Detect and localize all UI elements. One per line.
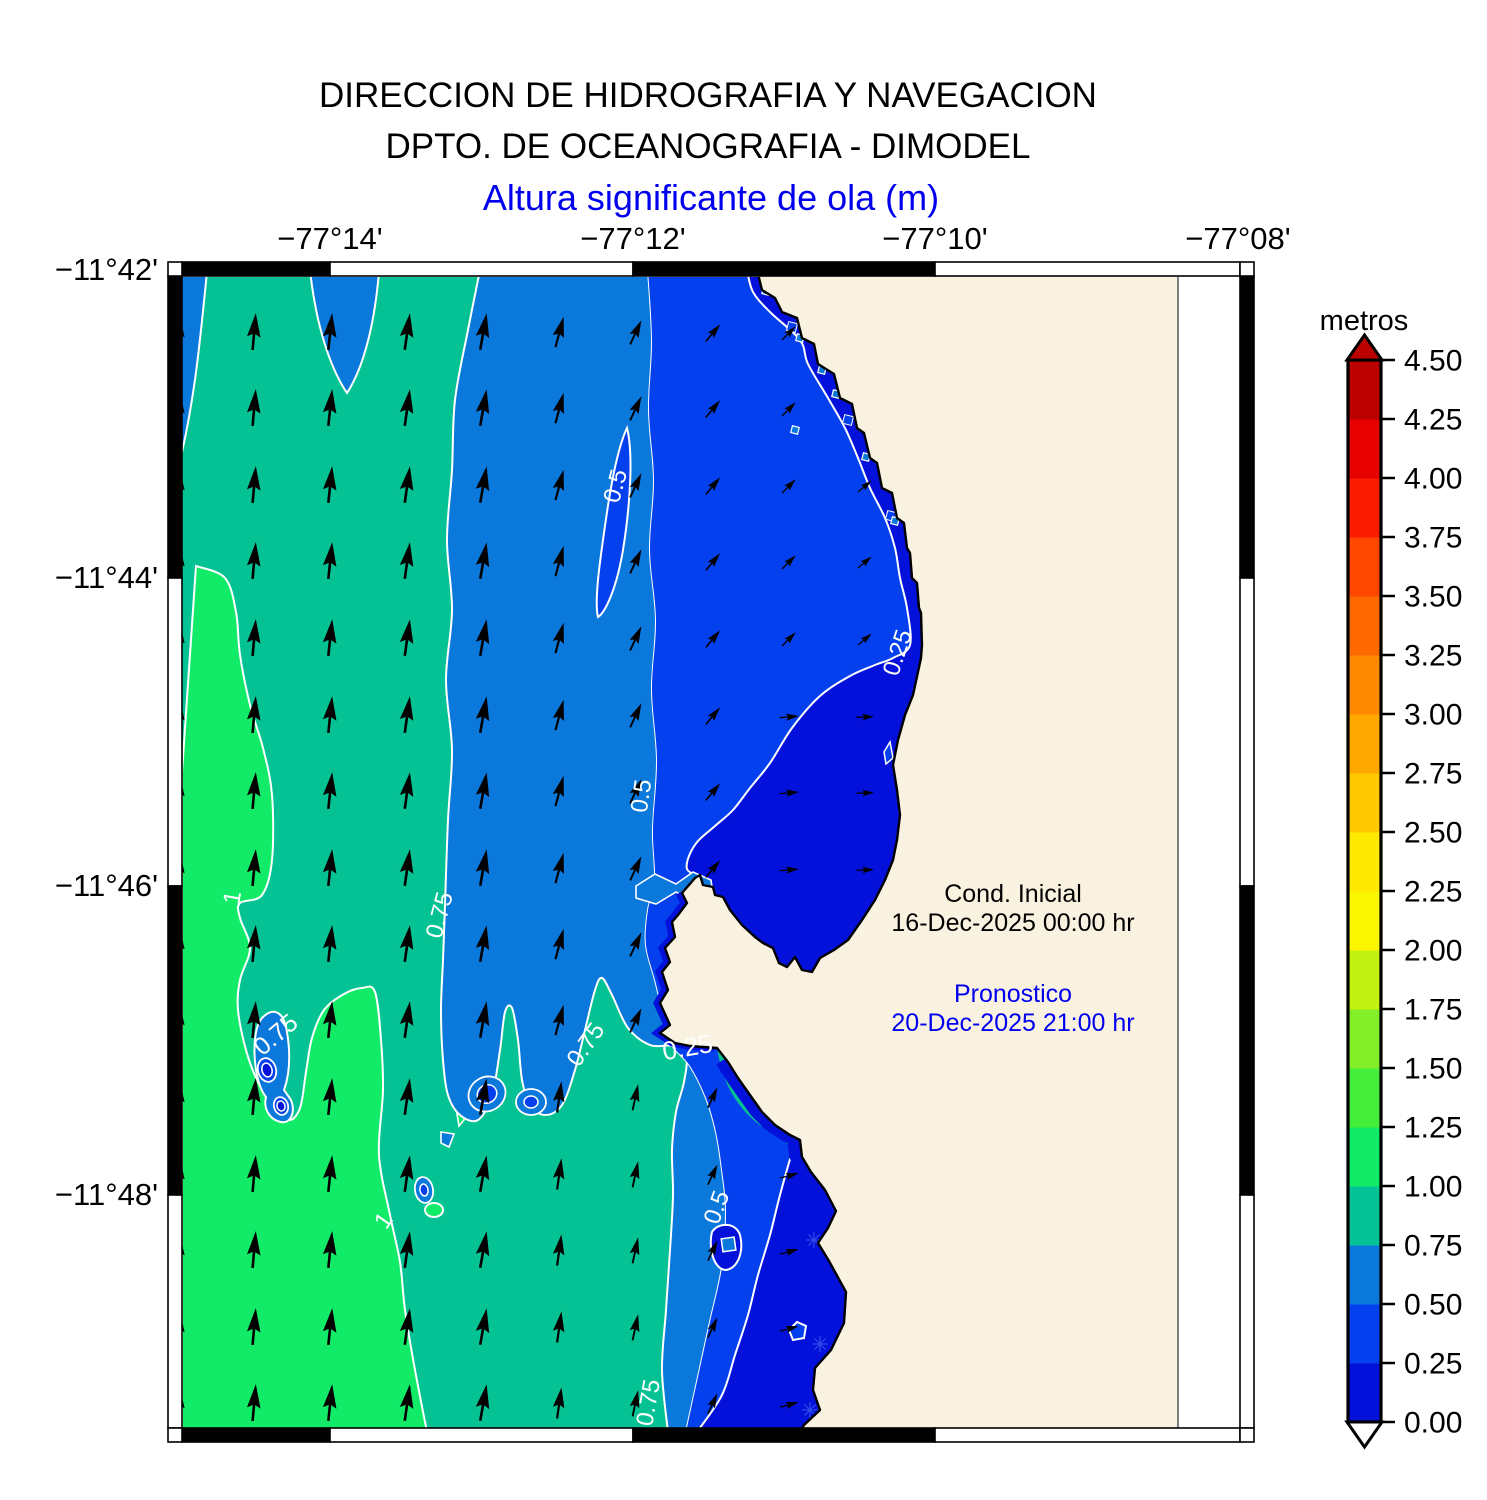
svg-text:2.50: 2.50 [1404,817,1462,850]
svg-text:4.25: 4.25 [1404,404,1462,437]
svg-text:1.00: 1.00 [1404,1171,1462,1204]
svg-text:−11°44': −11°44' [55,560,158,595]
svg-text:−11°46': −11°46' [55,868,158,903]
svg-text:−77°10': −77°10' [882,221,987,256]
svg-text:−77°14': −77°14' [277,221,382,256]
svg-text:1.75: 1.75 [1404,994,1462,1027]
svg-text:3.00: 3.00 [1404,699,1462,732]
svg-text:Altura significante de ola (m): Altura significante de ola (m) [483,177,939,218]
svg-text:0.5: 0.5 [626,778,657,815]
svg-text:2.25: 2.25 [1404,876,1462,909]
svg-text:3.50: 3.50 [1404,581,1462,614]
svg-text:20-Dec-2025 21:00 hr: 20-Dec-2025 21:00 hr [891,1009,1134,1037]
svg-text:16-Dec-2025 00:00 hr: 16-Dec-2025 00:00 hr [891,909,1134,937]
svg-text:Cond. Inicial: Cond. Inicial [944,880,1082,908]
svg-text:Pronostico: Pronostico [954,980,1072,1008]
svg-text:0.50: 0.50 [1404,1289,1462,1322]
svg-text:0.00: 0.00 [1404,1407,1462,1440]
svg-text:DPTO. DE OCEANOGRAFIA - DIMODE: DPTO. DE OCEANOGRAFIA - DIMODEL [385,127,1030,166]
svg-text:0.25: 0.25 [1404,1348,1462,1381]
svg-text:−77°12': −77°12' [580,221,685,256]
svg-text:metros: metros [1320,305,1409,337]
svg-text:−77°08': −77°08' [1185,221,1290,256]
svg-text:1.25: 1.25 [1404,1112,1462,1145]
svg-text:4.50: 4.50 [1404,345,1462,378]
svg-text:0.75: 0.75 [1404,1230,1462,1263]
svg-text:1.50: 1.50 [1404,1053,1462,1086]
svg-text:1: 1 [218,889,247,907]
svg-text:DIRECCION DE HIDROGRAFIA Y NAV: DIRECCION DE HIDROGRAFIA Y NAVEGACION [319,76,1097,115]
svg-text:2.00: 2.00 [1404,935,1462,968]
svg-text:3.25: 3.25 [1404,640,1462,673]
svg-text:−11°48': −11°48' [55,1177,158,1212]
svg-text:2.75: 2.75 [1404,758,1462,791]
svg-text:4.00: 4.00 [1404,463,1462,496]
svg-text:3.75: 3.75 [1404,522,1462,555]
svg-text:−11°42': −11°42' [55,252,158,287]
